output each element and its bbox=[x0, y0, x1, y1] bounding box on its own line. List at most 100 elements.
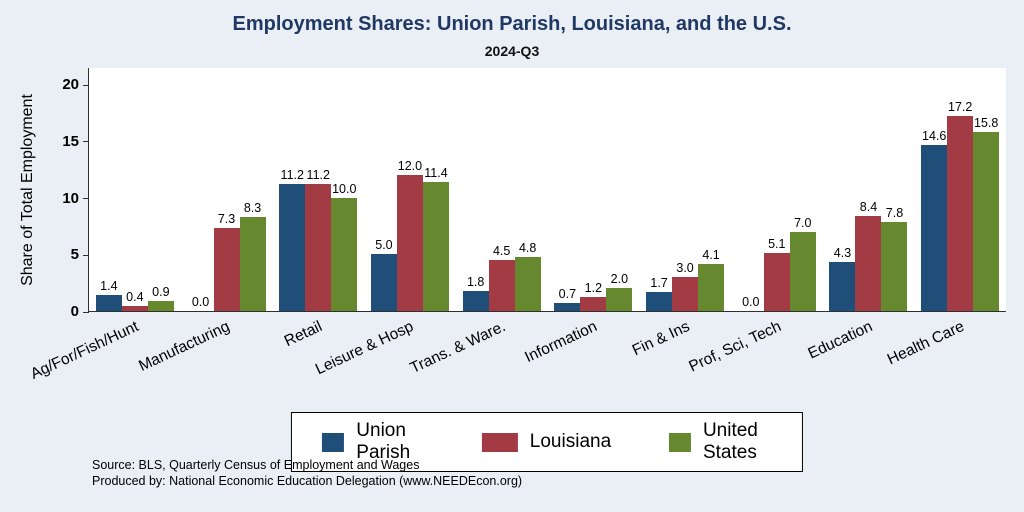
bar-united-states: 2.0 bbox=[606, 272, 633, 311]
legend-entry-louisiana: Louisiana bbox=[481, 431, 612, 453]
bar-value-label: 5.1 bbox=[768, 237, 786, 252]
bar-louisiana: 12.0 bbox=[396, 159, 423, 311]
legend-swatch-union-parish bbox=[321, 432, 345, 452]
bar-union-parish: 1.4 bbox=[95, 279, 122, 311]
bar-value-label: 0.0 bbox=[742, 295, 760, 309]
bar-value-label: 17.2 bbox=[948, 99, 973, 114]
bar-value-label: 4.1 bbox=[702, 248, 720, 263]
bar-value-label: 0.4 bbox=[126, 290, 144, 305]
bar-value-label: 4.5 bbox=[492, 243, 511, 258]
y-tick-label: 20 bbox=[62, 76, 79, 93]
plot-area: 1.4 0.4 0.9 0.0 7.3 8.3 11.2 11.2 10.0 5.0 12.0 11.… bbox=[28, 68, 1006, 383]
bar-united-states: 7.8 bbox=[881, 206, 908, 311]
chart-subtitle: 2024-Q3 bbox=[484, 43, 540, 59]
x-category-label: Leisure & Hosp bbox=[313, 318, 417, 379]
bar-group: 4.3 8.4 7.8 bbox=[823, 200, 915, 311]
bar-group: 5.0 12.0 11.4 bbox=[364, 159, 456, 311]
bar-value-label: 1.2 bbox=[584, 281, 603, 296]
bar-value-label: 14.6 bbox=[922, 129, 947, 144]
bar-value-label: 1.8 bbox=[466, 274, 485, 289]
bar-value-label: 11.2 bbox=[280, 167, 304, 182]
bar-group: 1.8 4.5 4.8 bbox=[456, 241, 548, 311]
bar-value-label: 11.4 bbox=[424, 165, 448, 180]
bar-group: 11.2 11.2 10.0 bbox=[272, 168, 364, 311]
bar-groups-container: 1.4 0.4 0.9 0.0 7.3 8.3 11.2 11.2 10.0 5.0 12.0 11.… bbox=[89, 68, 1006, 311]
bar-united-states: 7.0 bbox=[789, 216, 816, 311]
bar-value-label: 10.0 bbox=[332, 181, 357, 196]
bar-union-parish: 0.7 bbox=[554, 287, 581, 311]
x-category-label: Education bbox=[805, 318, 876, 363]
legend-swatch-united-states bbox=[669, 432, 691, 452]
y-tick-label: 0 bbox=[70, 303, 79, 320]
bar-value-label: 11.2 bbox=[306, 167, 330, 182]
x-category-label: Prof, Sci, Tech bbox=[686, 318, 784, 376]
chart-title: Employment Shares: Union Parish, Louisia… bbox=[232, 13, 792, 35]
bar-value-label: 1.7 bbox=[650, 275, 668, 290]
legend-label-union-parish: Union Parish bbox=[356, 420, 411, 463]
bar-group: 0.0 7.3 8.3 bbox=[181, 201, 273, 311]
bar-union-parish: 4.3 bbox=[829, 246, 856, 311]
bar-union-parish: 1.7 bbox=[646, 276, 673, 311]
bar-value-label: 2.0 bbox=[610, 272, 629, 287]
bar-value-label: 8.3 bbox=[243, 200, 262, 215]
bar-louisiana: 7.3 bbox=[213, 212, 240, 311]
source-line-2: Produced by: National Economic Education… bbox=[92, 474, 523, 489]
y-tick-mark bbox=[83, 254, 89, 256]
x-category-label: Information bbox=[522, 318, 601, 367]
x-category-label: Ag/For/Fish/Hunt bbox=[27, 318, 142, 383]
x-axis-labels: Ag/For/Fish/Hunt Manufacturing Retail Leisu… bbox=[28, 311, 1006, 411]
bar-value-label: 7.0 bbox=[794, 215, 812, 230]
bar-louisiana: 4.5 bbox=[488, 244, 515, 311]
bar-louisiana: 0.4 bbox=[121, 290, 148, 311]
bar-united-states: 8.3 bbox=[239, 201, 266, 311]
legend-swatch-louisiana bbox=[481, 432, 518, 452]
bar-value-label: 15.8 bbox=[974, 115, 999, 130]
y-tick-label: 5 bbox=[70, 246, 79, 264]
bar-value-label: 4.3 bbox=[833, 246, 852, 261]
bar-louisiana: 8.4 bbox=[855, 200, 882, 311]
y-tick-mark bbox=[83, 141, 89, 143]
bar-louisiana: 11.2 bbox=[305, 168, 332, 311]
bar-united-states: 11.4 bbox=[422, 166, 449, 311]
bar-union-parish: 1.8 bbox=[462, 275, 489, 311]
bar-value-label: 5.0 bbox=[375, 238, 393, 253]
y-tick-mark bbox=[83, 84, 89, 86]
bar-united-states: 10.0 bbox=[331, 182, 358, 311]
bar-value-label: 0.0 bbox=[191, 295, 210, 309]
x-category-label: Retail bbox=[281, 318, 325, 351]
y-tick-label: 15 bbox=[62, 132, 79, 150]
bar-group: 1.7 3.0 4.1 bbox=[639, 248, 731, 311]
bar-group: 14.6 17.2 15.8 bbox=[914, 100, 1006, 311]
bar-value-label: 7.8 bbox=[885, 206, 904, 221]
x-category-label: Trans. & Ware. bbox=[407, 318, 509, 377]
y-tick-mark bbox=[83, 311, 89, 313]
y-tick-mark bbox=[83, 198, 89, 199]
bar-value-label: 0.9 bbox=[152, 284, 170, 299]
bar-united-states: 4.1 bbox=[698, 248, 725, 311]
legend-entry-union-parish: Union Parish bbox=[321, 420, 424, 464]
bar-union-parish: 5.0 bbox=[370, 238, 397, 311]
source-line-1: Source: BLS, Quarterly Census of Employm… bbox=[92, 458, 420, 472]
x-category-label: Manufacturing bbox=[136, 318, 233, 375]
bar-louisiana: 5.1 bbox=[763, 237, 790, 311]
bar-louisiana: 1.2 bbox=[580, 281, 607, 311]
bar-united-states: 15.8 bbox=[973, 116, 1000, 311]
y-tick-label: 10 bbox=[62, 189, 79, 207]
bar-value-label: 1.4 bbox=[100, 279, 118, 294]
bar-united-states: 4.8 bbox=[514, 241, 541, 311]
bar-value-label: 8.4 bbox=[859, 199, 878, 214]
bar-value-label: 12.0 bbox=[397, 158, 423, 173]
legend-label-louisiana: Louisiana bbox=[529, 431, 612, 452]
bar-louisiana: 17.2 bbox=[947, 100, 974, 311]
bar-group: 0.7 1.2 2.0 bbox=[548, 272, 640, 311]
bar-union-parish: 11.2 bbox=[279, 168, 306, 311]
bar-group: 0.0 5.1 7.0 bbox=[731, 216, 823, 311]
legend: Union Parish Louisiana United States bbox=[290, 412, 804, 472]
source-note: Source: BLS, Quarterly Census of Employm… bbox=[92, 457, 522, 490]
legend-entry-united-states: United States bbox=[669, 420, 772, 464]
bar-louisiana: 3.0 bbox=[672, 261, 699, 311]
bar-value-label: 0.7 bbox=[558, 287, 577, 302]
x-category-label: Health Care bbox=[885, 318, 968, 369]
bar-united-states: 0.9 bbox=[147, 285, 174, 311]
bar-group: 1.4 0.4 0.9 bbox=[89, 279, 181, 311]
